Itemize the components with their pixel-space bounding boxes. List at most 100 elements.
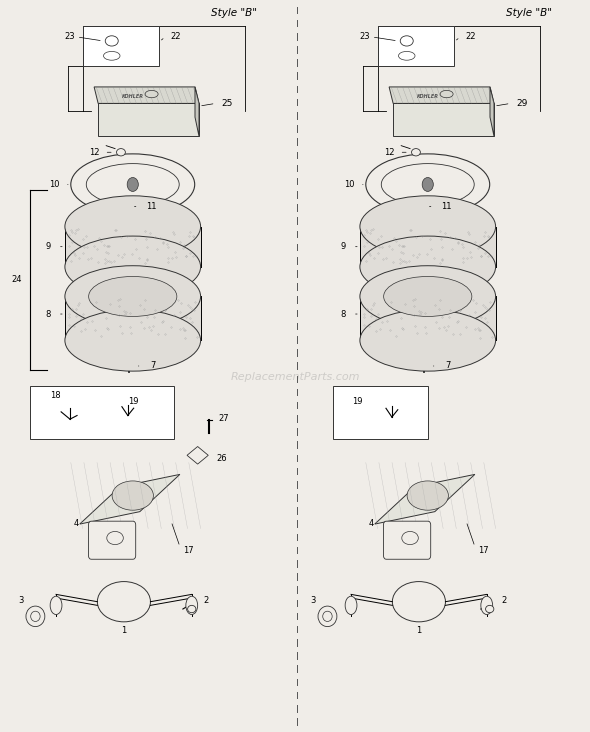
Ellipse shape xyxy=(440,91,453,97)
Text: 8: 8 xyxy=(45,310,51,318)
Text: KOHLER: KOHLER xyxy=(417,94,440,100)
Polygon shape xyxy=(98,103,199,136)
Ellipse shape xyxy=(50,596,62,615)
Ellipse shape xyxy=(65,266,201,327)
Ellipse shape xyxy=(65,310,201,371)
Text: 25: 25 xyxy=(222,99,233,108)
Text: 27: 27 xyxy=(219,414,230,423)
Text: 4: 4 xyxy=(74,519,79,528)
Ellipse shape xyxy=(360,195,496,258)
Text: 1: 1 xyxy=(417,627,421,635)
Text: 11: 11 xyxy=(441,202,451,211)
Ellipse shape xyxy=(65,236,201,297)
Ellipse shape xyxy=(26,606,45,627)
Text: 2: 2 xyxy=(502,596,507,605)
FancyBboxPatch shape xyxy=(83,26,159,66)
Polygon shape xyxy=(389,87,494,103)
Ellipse shape xyxy=(107,531,123,545)
Ellipse shape xyxy=(88,277,177,316)
Text: 22: 22 xyxy=(466,32,476,42)
Ellipse shape xyxy=(345,596,357,615)
Polygon shape xyxy=(195,87,199,136)
Text: 29: 29 xyxy=(517,99,528,108)
Ellipse shape xyxy=(481,596,493,615)
Ellipse shape xyxy=(71,154,195,215)
Text: KOHLER: KOHLER xyxy=(122,94,145,100)
Ellipse shape xyxy=(86,164,179,206)
Text: 19: 19 xyxy=(352,397,362,406)
Text: 7: 7 xyxy=(150,362,156,370)
FancyBboxPatch shape xyxy=(88,521,136,559)
Text: 10: 10 xyxy=(344,180,355,189)
FancyBboxPatch shape xyxy=(378,26,454,66)
Ellipse shape xyxy=(392,581,445,622)
Ellipse shape xyxy=(402,531,418,545)
Ellipse shape xyxy=(412,149,420,156)
FancyBboxPatch shape xyxy=(384,521,431,559)
FancyBboxPatch shape xyxy=(30,386,174,439)
Text: 3: 3 xyxy=(18,596,24,605)
Ellipse shape xyxy=(127,178,138,191)
Ellipse shape xyxy=(360,266,496,327)
FancyBboxPatch shape xyxy=(65,226,201,266)
Ellipse shape xyxy=(112,481,153,510)
Ellipse shape xyxy=(318,606,337,627)
Ellipse shape xyxy=(486,605,494,613)
Polygon shape xyxy=(393,103,494,136)
Ellipse shape xyxy=(31,611,40,621)
Text: Style "B": Style "B" xyxy=(211,7,257,18)
Polygon shape xyxy=(94,87,199,103)
Ellipse shape xyxy=(398,51,415,60)
Ellipse shape xyxy=(360,310,496,371)
Text: 10: 10 xyxy=(49,180,60,189)
FancyBboxPatch shape xyxy=(360,226,496,266)
Ellipse shape xyxy=(400,36,413,46)
Ellipse shape xyxy=(422,178,433,191)
Text: 26: 26 xyxy=(216,455,227,463)
Text: 12: 12 xyxy=(384,148,395,157)
Text: 4: 4 xyxy=(369,519,374,528)
Ellipse shape xyxy=(384,277,472,316)
Text: Style "B": Style "B" xyxy=(506,7,552,18)
Text: 23: 23 xyxy=(64,32,75,42)
FancyBboxPatch shape xyxy=(333,386,428,439)
Ellipse shape xyxy=(123,203,131,209)
Ellipse shape xyxy=(360,236,496,297)
Text: 7: 7 xyxy=(445,362,451,370)
Ellipse shape xyxy=(188,605,196,613)
Ellipse shape xyxy=(105,36,118,46)
Ellipse shape xyxy=(381,164,474,206)
Text: 11: 11 xyxy=(146,202,156,211)
Ellipse shape xyxy=(65,195,201,258)
Text: 9: 9 xyxy=(46,242,51,251)
Text: 2: 2 xyxy=(204,596,209,605)
FancyBboxPatch shape xyxy=(360,296,496,340)
Ellipse shape xyxy=(145,91,158,97)
Polygon shape xyxy=(375,474,475,524)
Ellipse shape xyxy=(366,154,490,215)
Ellipse shape xyxy=(97,581,150,622)
Text: 23: 23 xyxy=(359,32,370,42)
Polygon shape xyxy=(490,87,494,136)
Ellipse shape xyxy=(418,203,425,209)
Ellipse shape xyxy=(186,596,198,615)
Text: 1: 1 xyxy=(122,627,126,635)
Ellipse shape xyxy=(116,149,125,156)
Text: 22: 22 xyxy=(171,32,181,42)
Text: 12: 12 xyxy=(89,148,100,157)
Ellipse shape xyxy=(407,481,448,510)
Polygon shape xyxy=(80,474,180,524)
Text: ReplacementParts.com: ReplacementParts.com xyxy=(230,372,360,382)
Polygon shape xyxy=(187,447,208,464)
Ellipse shape xyxy=(323,611,332,621)
Ellipse shape xyxy=(103,51,120,60)
Text: 24: 24 xyxy=(11,275,22,285)
Text: 9: 9 xyxy=(341,242,346,251)
Text: 8: 8 xyxy=(340,310,346,318)
FancyBboxPatch shape xyxy=(65,296,201,340)
Text: 3: 3 xyxy=(310,596,316,605)
Text: 17: 17 xyxy=(183,546,194,555)
Text: 19: 19 xyxy=(129,397,139,406)
Text: 17: 17 xyxy=(478,546,489,555)
Text: 18: 18 xyxy=(50,392,61,400)
